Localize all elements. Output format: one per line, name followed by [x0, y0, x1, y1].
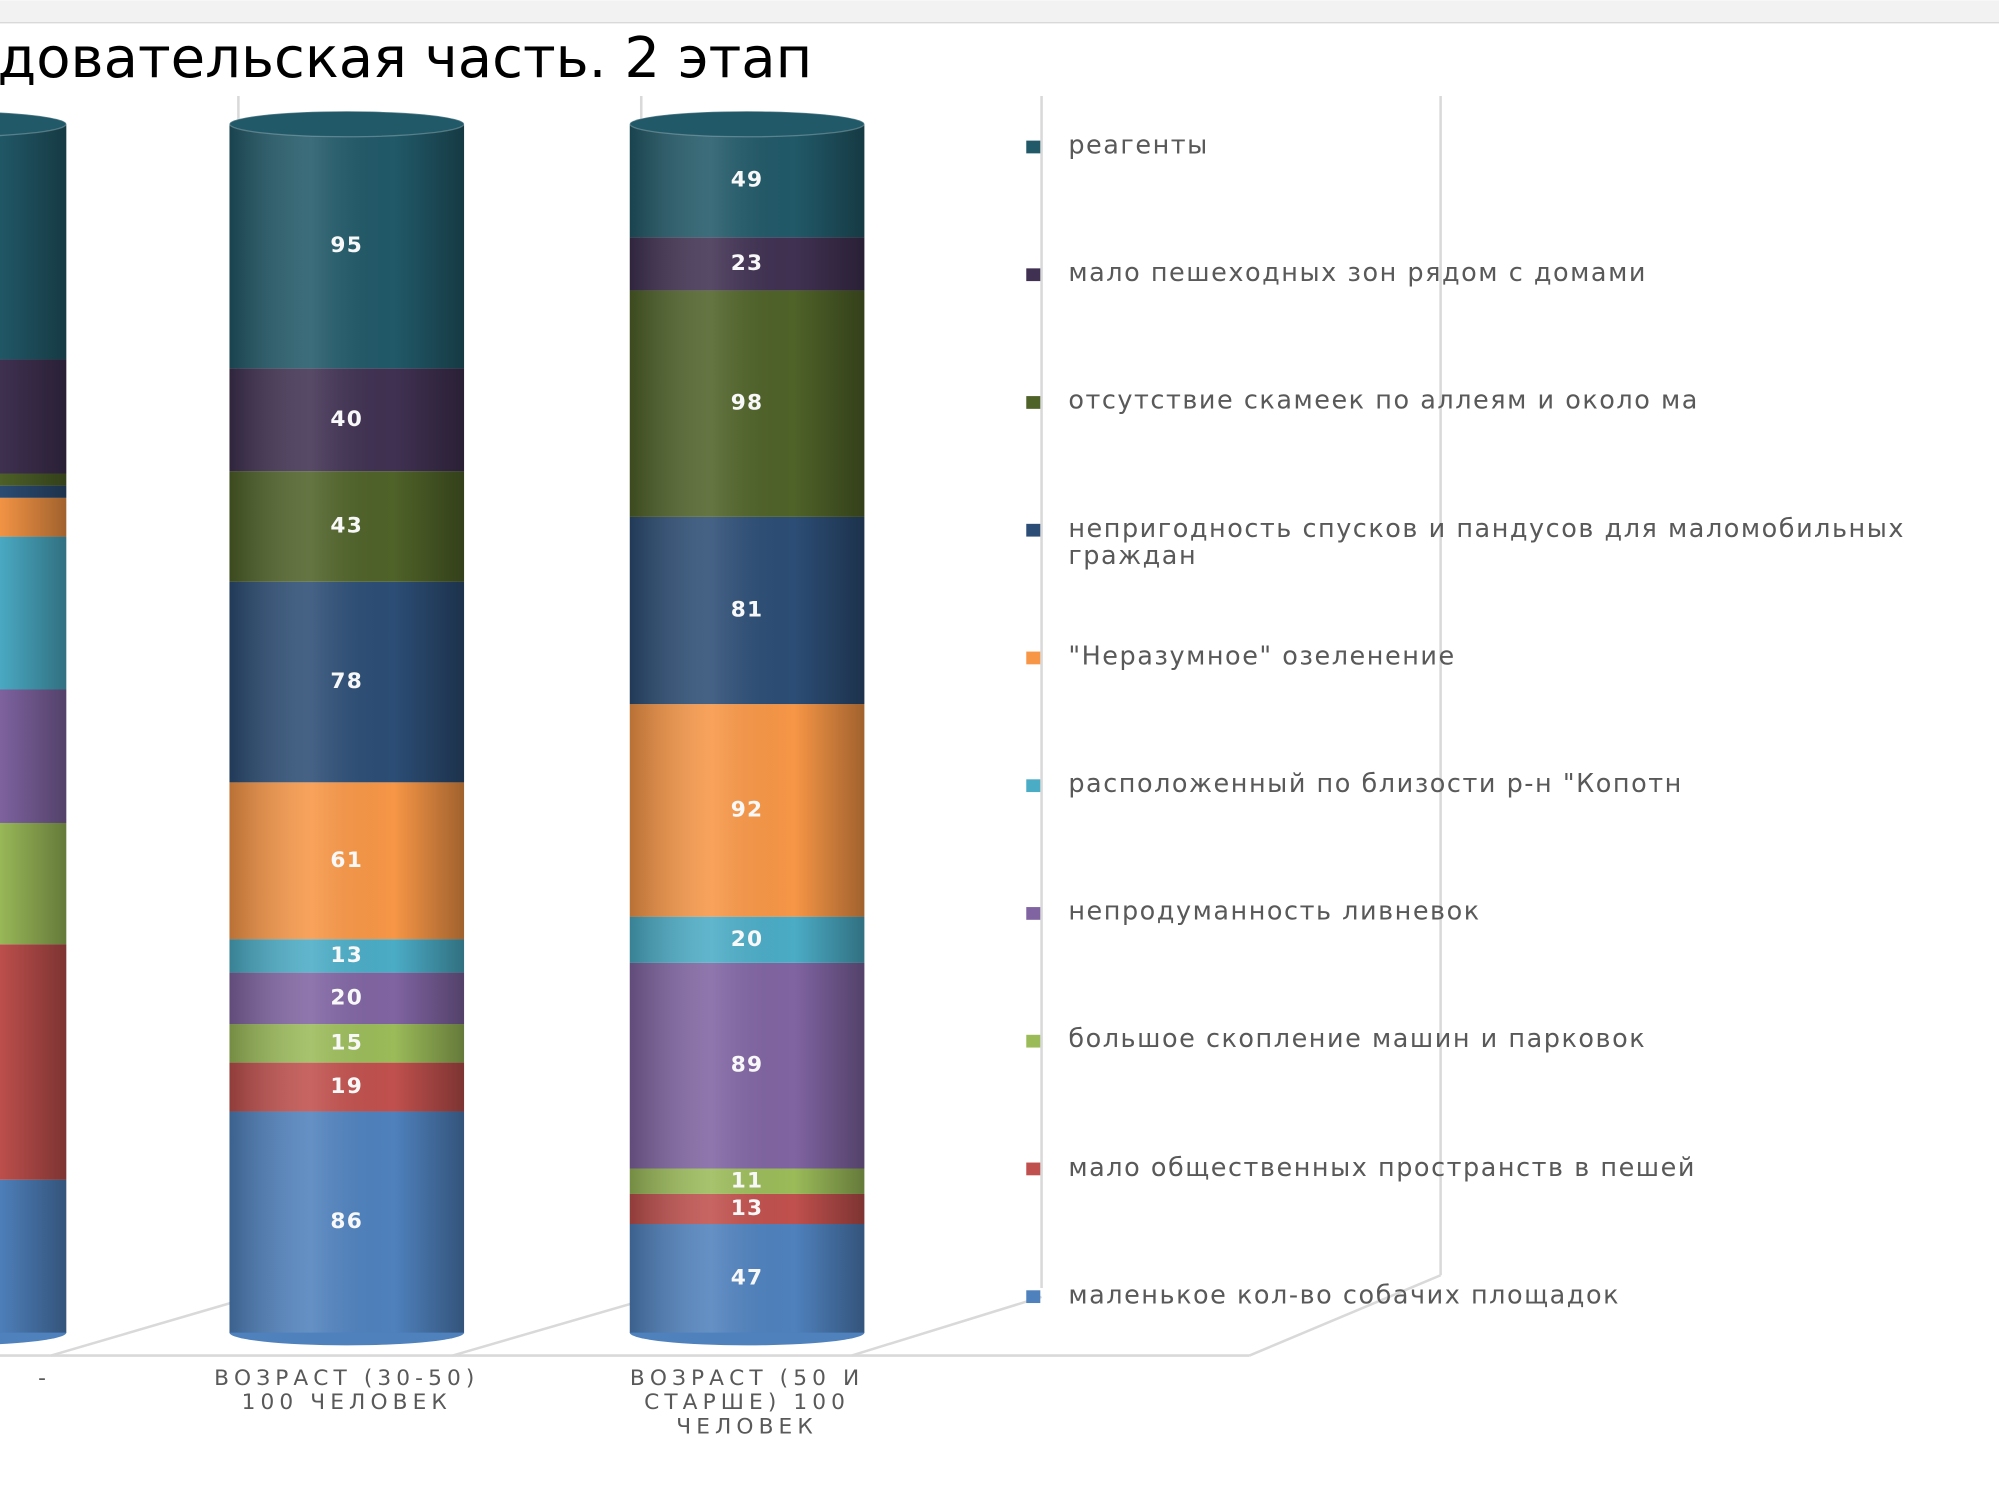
legend-label-box: непригодность спусков и пандусов для мал… [1068, 514, 1906, 570]
legend-label: непродуманность ливневок [1068, 898, 1481, 927]
cylinder-top [629, 110, 866, 138]
legend-label: расположенный по близости р-н "Копотн [1068, 770, 1683, 799]
legend-label-box: мало общественных пространств в пешей [1068, 1153, 1696, 1182]
legend-label: "Неразумное" озеленение [1068, 642, 1456, 671]
legend-swatch [1026, 779, 1041, 793]
legend-swatch [1026, 396, 1041, 409]
legend-swatch [1026, 1290, 1041, 1304]
legend-swatch [1026, 651, 1041, 665]
legend-label: маленькое кол-во собачих площадок [1068, 1281, 1621, 1310]
legend-label: отсутствие скамеек по аллеям и около ма [1068, 387, 1699, 416]
legend-label-box: расположенный по близости р-н "Копотн [1068, 770, 1683, 799]
legend-label-box: реагенты [1068, 131, 1209, 160]
legend-label: мало общественных пространств в пешей [1068, 1153, 1696, 1182]
legend-label: непригодность спусков и пандусов для мал… [1068, 514, 1906, 570]
chart-title: довательская часть. 2 этап [0, 26, 812, 91]
category-label-box: ВОЗРАСТ (50 И СТАРШЕ) 100 ЧЕЛОВЕК [629, 1367, 865, 1440]
legend-label-box: маленькое кол-во собачих площадок [1068, 1281, 1621, 1310]
category-label-box: ВОЗРАСТ (30-50) 100 ЧЕЛОВЕК [214, 1367, 480, 1416]
legend-label-box: отсутствие скамеек по аллеям и около ма [1068, 387, 1699, 416]
legend-label-box: мало пешеходных зон рядом с домами [1068, 259, 1647, 288]
cylinder-shade [229, 124, 465, 1333]
legend-swatch [1026, 140, 1041, 154]
top-bar [0, 0, 1999, 23]
legend-label-box: непродуманность ливневок [1068, 898, 1481, 927]
legend-label: большое скопление машин и парковок [1068, 1025, 1647, 1054]
cylinder-shade [0, 124, 67, 1333]
legend-swatch [1026, 907, 1041, 920]
legend-label-box: "Неразумное" озеленение [1068, 642, 1456, 671]
legend-label: реагенты [1068, 131, 1209, 160]
x-tick-label: ВОЗРАСТ (30-50) 100 ЧЕЛОВЕК [214, 1367, 480, 1416]
x-tick-label: - [38, 1367, 51, 1392]
legend-swatch [1026, 523, 1041, 537]
cylinder-top [228, 110, 465, 138]
legend-label-box: большое скопление машин и парковок [1068, 1025, 1647, 1054]
legend-swatch [1026, 1162, 1041, 1176]
category-label-box: - [38, 1367, 51, 1392]
legend-label: мало пешеходных зон рядом с домами [1068, 259, 1647, 288]
x-tick-label: ВОЗРАСТ (50 И СТАРШЕ) 100 ЧЕЛОВЕК [629, 1367, 865, 1440]
legend-swatch [1026, 1034, 1041, 1048]
legend-swatch [1026, 268, 1041, 282]
cylinder-shade [629, 124, 865, 1333]
cylinder-top [0, 111, 67, 137]
